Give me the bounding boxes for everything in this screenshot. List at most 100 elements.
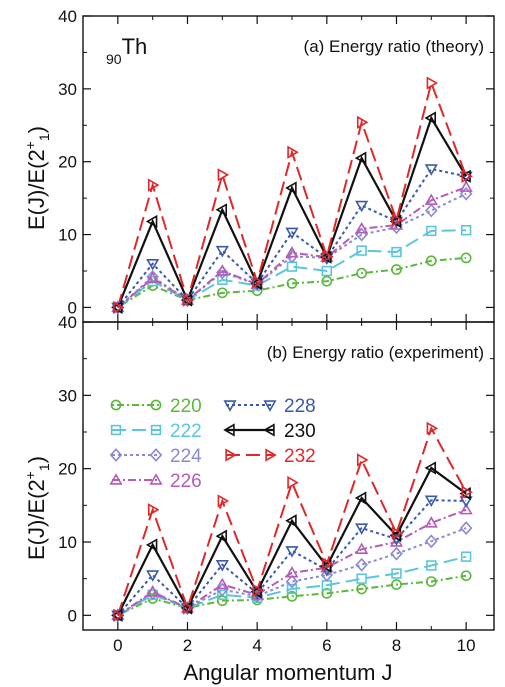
- legend-label-228: 228: [284, 396, 316, 417]
- series-line-222-theory: [117, 229, 467, 309]
- data-point-220-theory: [286, 277, 298, 289]
- data-point-230-theory: [145, 214, 158, 229]
- data-point-232-theory: [113, 300, 125, 315]
- legend-marker-230: [263, 423, 275, 437]
- element-label: 90Th: [106, 34, 147, 67]
- series-line-228-theory: [117, 167, 467, 309]
- data-point-232-experiment: [322, 557, 334, 571]
- x-tick-label: 6: [322, 636, 331, 655]
- data-point-232-experiment: [391, 526, 404, 540]
- data-point-228-theory: [146, 259, 160, 271]
- y-tick-label-experiment: 40: [58, 313, 77, 332]
- data-point-224-experiment: [425, 534, 438, 549]
- x-tick-label: 10: [457, 636, 476, 655]
- data-point-226-experiment: [146, 585, 160, 597]
- series-line-232-experiment: [116, 425, 468, 616]
- data-point-226-theory: [424, 193, 438, 206]
- panel-theory: 0 10 20 30 40 (a) Energy ratio (theory): [58, 7, 495, 323]
- y-axis-title-main: E(J)/E(2: [24, 479, 49, 560]
- data-point-230-experiment: [320, 559, 332, 573]
- data-point-230-experiment: [424, 461, 437, 475]
- y-tick-label-theory: 30: [58, 80, 77, 99]
- data-point-232-experiment: [461, 485, 473, 499]
- legend-marker-224: [149, 448, 163, 462]
- data-point-226-experiment: [459, 502, 473, 515]
- y-tick-label-theory: 10: [58, 226, 77, 245]
- data-point-222-experiment: [286, 583, 298, 595]
- data-point-228-theory: [355, 200, 369, 213]
- legend: 220 222 224 226 228 230 232: [109, 396, 316, 492]
- series-line-230-experiment: [116, 466, 467, 616]
- data-point-228-theory: [424, 164, 438, 176]
- data-point-232-theory: [182, 293, 195, 307]
- series-line-226-experiment: [117, 508, 467, 617]
- legend-marker-222: [150, 424, 162, 436]
- panel-title-theory: (a) Energy ratio (theory): [304, 37, 484, 56]
- x-tick-label: 4: [252, 636, 261, 655]
- data-point-228-experiment: [424, 495, 438, 508]
- data-point-226-experiment: [355, 542, 369, 555]
- data-point-232-experiment: [287, 476, 299, 490]
- legend-marker-224: [109, 448, 123, 462]
- data-point-222-theory: [356, 245, 367, 256]
- data-point-222-experiment: [426, 560, 437, 571]
- data-point-226-theory: [355, 221, 369, 234]
- data-point-224-experiment: [320, 568, 334, 582]
- data-point-230-theory: [424, 111, 437, 125]
- data-point-222-theory: [321, 265, 333, 277]
- data-point-224-theory: [425, 203, 438, 218]
- series-line-224-theory: [117, 192, 467, 309]
- y-axis-title-main: E(J)/E(2: [24, 149, 49, 230]
- y-tick-label-experiment: 30: [58, 386, 77, 405]
- data-point-224-experiment: [459, 521, 473, 535]
- data-point-222-experiment: [391, 568, 402, 579]
- data-point-220-experiment: [425, 576, 437, 587]
- data-point-232-experiment: [217, 494, 230, 508]
- data-point-220-theory: [216, 287, 228, 299]
- data-point-228-experiment: [355, 523, 369, 535]
- data-point-224-experiment: [390, 546, 403, 561]
- data-point-220-theory: [356, 267, 368, 279]
- legend-label-226: 226: [170, 471, 202, 492]
- data-point-226-experiment: [389, 535, 404, 547]
- series-line-230-theory: [116, 115, 468, 308]
- x-axis-title: Angular momentum J: [183, 660, 392, 685]
- y-tick-label-experiment: 10: [58, 533, 77, 552]
- data-point-222-experiment: [217, 589, 228, 601]
- data-point-232-experiment: [252, 583, 264, 597]
- data-point-230-theory: [215, 203, 228, 217]
- series-line-228-experiment: [117, 499, 467, 616]
- data-point-222-theory: [391, 246, 402, 258]
- panel-experiment: 0 10 20 30 40 0 2 4 6 8 10 (b) Energy ratio (experi…: [58, 313, 495, 655]
- series-line-220-experiment: [117, 574, 467, 617]
- y-tick-label-theory: 20: [58, 153, 77, 172]
- y-axis-title-end: ): [24, 126, 49, 133]
- data-point-230-experiment: [389, 528, 402, 542]
- y-axis-title-experiment: E(J)/E(2+1): [22, 456, 52, 560]
- data-point-232-experiment: [356, 453, 369, 467]
- data-point-232-theory: [217, 168, 230, 182]
- data-point-220-theory: [321, 275, 333, 287]
- data-point-230-experiment: [354, 491, 367, 505]
- data-point-220-experiment: [321, 587, 333, 599]
- data-point-222-experiment: [460, 551, 472, 562]
- data-point-232-experiment: [426, 421, 439, 435]
- data-point-228-experiment: [285, 546, 299, 558]
- data-point-230-experiment: [145, 538, 158, 552]
- data-point-232-theory: [391, 213, 404, 227]
- data-point-224-experiment: [285, 574, 299, 589]
- data-point-220-experiment: [460, 570, 472, 582]
- data-point-220-experiment: [286, 590, 298, 602]
- legend-marker-222: [110, 424, 122, 436]
- series-line-222-experiment: [117, 555, 467, 617]
- data-point-228-theory: [285, 227, 299, 240]
- data-point-220-theory: [391, 264, 402, 275]
- data-point-232-theory: [461, 169, 473, 183]
- y-axis-title-sub: 1: [36, 133, 52, 141]
- plot-frame-experiment: [82, 321, 495, 631]
- legend-marker-230: [223, 423, 235, 437]
- legend-marker-228: [263, 400, 277, 412]
- data-point-232-theory: [287, 145, 299, 159]
- data-point-228-experiment: [215, 560, 229, 572]
- y-axis-title-sub: 1: [36, 463, 52, 471]
